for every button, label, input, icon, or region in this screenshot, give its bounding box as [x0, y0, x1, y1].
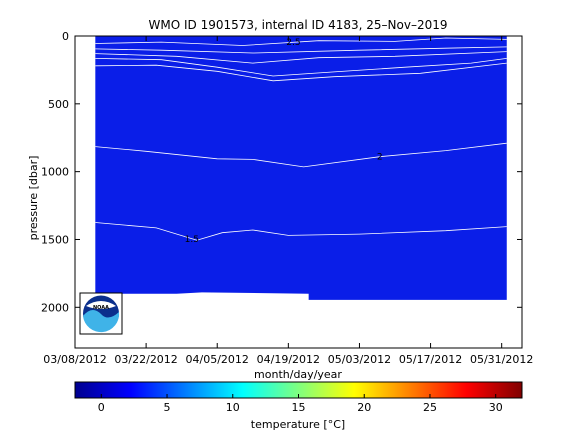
x-tick-label: 05/03/2012 — [328, 353, 391, 366]
y-tick-label: 500 — [48, 98, 69, 111]
contour-line-6 — [95, 62, 507, 82]
contour-line-4 — [95, 51, 507, 64]
plot-frame — [74, 35, 523, 349]
x-tick-label: 03/08/2012 — [43, 353, 106, 366]
colorbar-tick-label: 0 — [98, 401, 105, 414]
colorbar-tick-label: 15 — [292, 401, 306, 414]
contour-label: 1.5 — [185, 235, 199, 245]
y-tick-label: 1000 — [41, 166, 69, 179]
x-tick-label: 04/19/2012 — [257, 353, 320, 366]
y-tick-label: 1500 — [41, 233, 69, 246]
y-tick-label: 2000 — [41, 301, 69, 314]
contour-line-5 — [95, 58, 507, 77]
x-tick-label: 03/22/2012 — [114, 353, 177, 366]
contour-line-2 — [95, 222, 507, 241]
temperature-field — [95, 36, 507, 300]
colorbar-tick-label: 30 — [489, 401, 503, 414]
contour-line-7 — [95, 46, 507, 54]
chart-title: WMO ID 1901573, internal ID 4183, 25–Nov… — [149, 18, 448, 32]
contour-label: 2.5 — [286, 38, 300, 48]
y-tick-label: 0 — [62, 30, 69, 43]
contour-line-3 — [95, 37, 507, 46]
colorbar-tick-label: 5 — [164, 401, 171, 414]
noaa-logo: NOAA — [79, 292, 123, 335]
noaa-logo-bird — [86, 301, 116, 309]
contour-line-1 — [95, 142, 507, 168]
contour-label: 2 — [377, 153, 383, 163]
colorbar-tick-label: 25 — [423, 401, 437, 414]
y-axis-label: pressure [dbar] — [27, 156, 40, 241]
x-tick-label: 04/05/2012 — [186, 353, 249, 366]
x-axis-label: month/day/year — [254, 368, 342, 381]
colorbar-tick-label: 20 — [357, 401, 371, 414]
colorbar: 0 5 10 15 20 25 30 temperature [°C] — [74, 381, 523, 431]
x-tick-label: 05/31/2012 — [470, 353, 533, 366]
noaa-logo-text: NOAA — [93, 305, 109, 311]
colorbar-tick-label: 10 — [226, 401, 240, 414]
x-tick-label: 05/17/2012 — [399, 353, 462, 366]
noaa-logo-wave — [83, 309, 120, 333]
colorbar-label: temperature [°C] — [251, 418, 345, 431]
